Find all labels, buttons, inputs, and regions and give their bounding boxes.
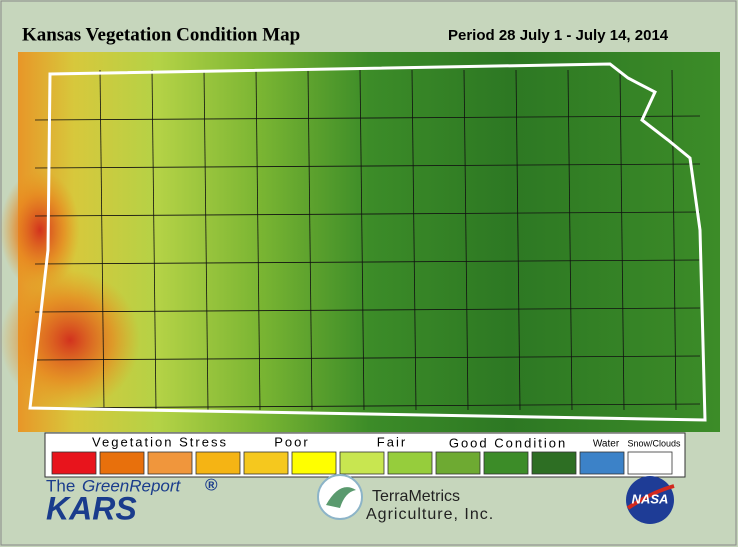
- county-line: [34, 355, 701, 361]
- legend-label: Water: [593, 439, 620, 450]
- legend-swatch: [339, 451, 385, 475]
- county-line: [255, 69, 261, 411]
- logo-icon: [626, 484, 675, 510]
- county-line: [34, 163, 701, 169]
- county-line: [203, 69, 209, 411]
- legend-swatch: [435, 451, 481, 475]
- legend-label: Fair: [377, 434, 407, 449]
- legend-swatches: [51, 451, 673, 475]
- legend-label: Vegetation Stress: [92, 434, 228, 449]
- legend-label: Snow/Clouds: [627, 438, 681, 448]
- legend-swatch: [195, 451, 241, 475]
- legend-swatch: [51, 451, 97, 475]
- logo-text: ®: [205, 475, 218, 494]
- map: [0, 52, 720, 432]
- legend-swatch: [291, 451, 337, 475]
- county-line: [99, 69, 105, 411]
- logo-text: TerraMetrics: [372, 488, 460, 505]
- legend-swatch: [579, 451, 625, 475]
- county-line: [151, 69, 157, 411]
- logo-text: GreenReport: [82, 476, 182, 495]
- period: Period 28 July 1 - July 14, 2014: [448, 27, 669, 44]
- county-line: [34, 403, 701, 409]
- county-line: [34, 307, 701, 313]
- stress-area: [0, 270, 140, 410]
- kars-logo: The GreenReport ® KARS: [46, 475, 218, 526]
- county-lines: [34, 69, 701, 411]
- logo-text: Agriculture, Inc.: [366, 506, 494, 523]
- logo-text: NASA: [632, 491, 669, 506]
- legend-swatch: [243, 451, 289, 475]
- county-line: [34, 115, 701, 121]
- stress-area: [0, 170, 80, 290]
- county-line: [463, 69, 469, 411]
- legend-swatch: [147, 451, 193, 475]
- county-line: [307, 69, 313, 411]
- vegetation-raster: [18, 52, 720, 432]
- county-line: [359, 69, 365, 411]
- logo-icon: [326, 487, 356, 508]
- logo-text: KARS: [46, 490, 137, 526]
- county-line: [619, 69, 625, 411]
- state-outline: [28, 62, 707, 422]
- terrametrics-logo: TerraMetrics Agriculture, Inc.: [317, 474, 494, 523]
- legend-labels: Vegetation Stress Poor Fair Good Conditi…: [92, 434, 681, 450]
- county-line: [671, 69, 677, 411]
- legend-label: Poor: [274, 434, 309, 449]
- county-line: [34, 259, 701, 265]
- county-line: [515, 69, 521, 411]
- county-line: [411, 69, 417, 411]
- legend-swatch: [531, 451, 577, 475]
- legend-swatch: [627, 451, 673, 475]
- legend-swatch: [99, 451, 145, 475]
- county-line: [34, 211, 701, 217]
- legend-label: Good Condition: [449, 435, 567, 450]
- county-line: [567, 69, 573, 411]
- title: Kansas Vegetation Condition Map: [22, 24, 300, 45]
- legend-swatch: [387, 451, 433, 475]
- logo-text: The: [46, 476, 75, 495]
- nasa-logo: NASA: [626, 476, 675, 524]
- legend-swatch: [483, 451, 529, 475]
